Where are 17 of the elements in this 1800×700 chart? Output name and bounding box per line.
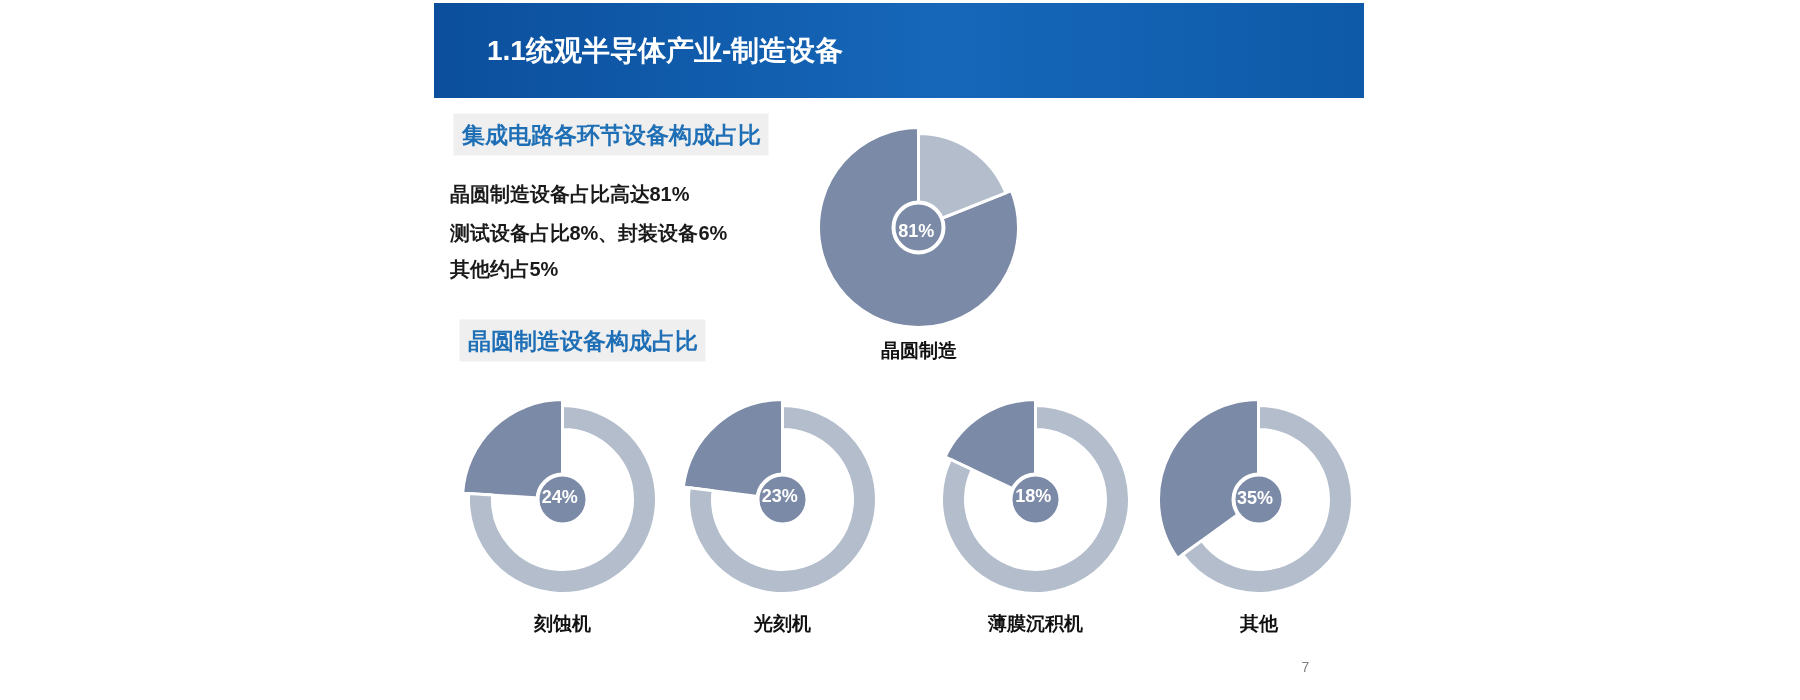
text: 其他 [1238, 613, 1279, 634]
data-label: 81% [898, 220, 935, 241]
text: 晶圆制造设备构成占比 [467, 327, 698, 354]
text: 光刻机 [753, 613, 811, 634]
data-label: 35% [1236, 487, 1273, 508]
data-label: 23% [761, 486, 798, 507]
text: 集成电路各环节设备构成占比 [460, 121, 761, 148]
text: 7 [1301, 658, 1310, 675]
text: 晶圆制造 [880, 340, 958, 361]
data-label: 24% [541, 486, 578, 507]
text: 刻蚀机 [533, 613, 591, 634]
text: 晶圆制造设备占比高达81% [449, 182, 690, 205]
text: 薄膜沉积机 [987, 613, 1083, 634]
text: 1.1统观半导体产业-制造设备 [434, 3, 1364, 98]
text: 测试设备占比8%、封装设备6% [448, 221, 728, 244]
data-label: 18% [1015, 486, 1052, 507]
text: 其他约占5% [448, 257, 559, 280]
